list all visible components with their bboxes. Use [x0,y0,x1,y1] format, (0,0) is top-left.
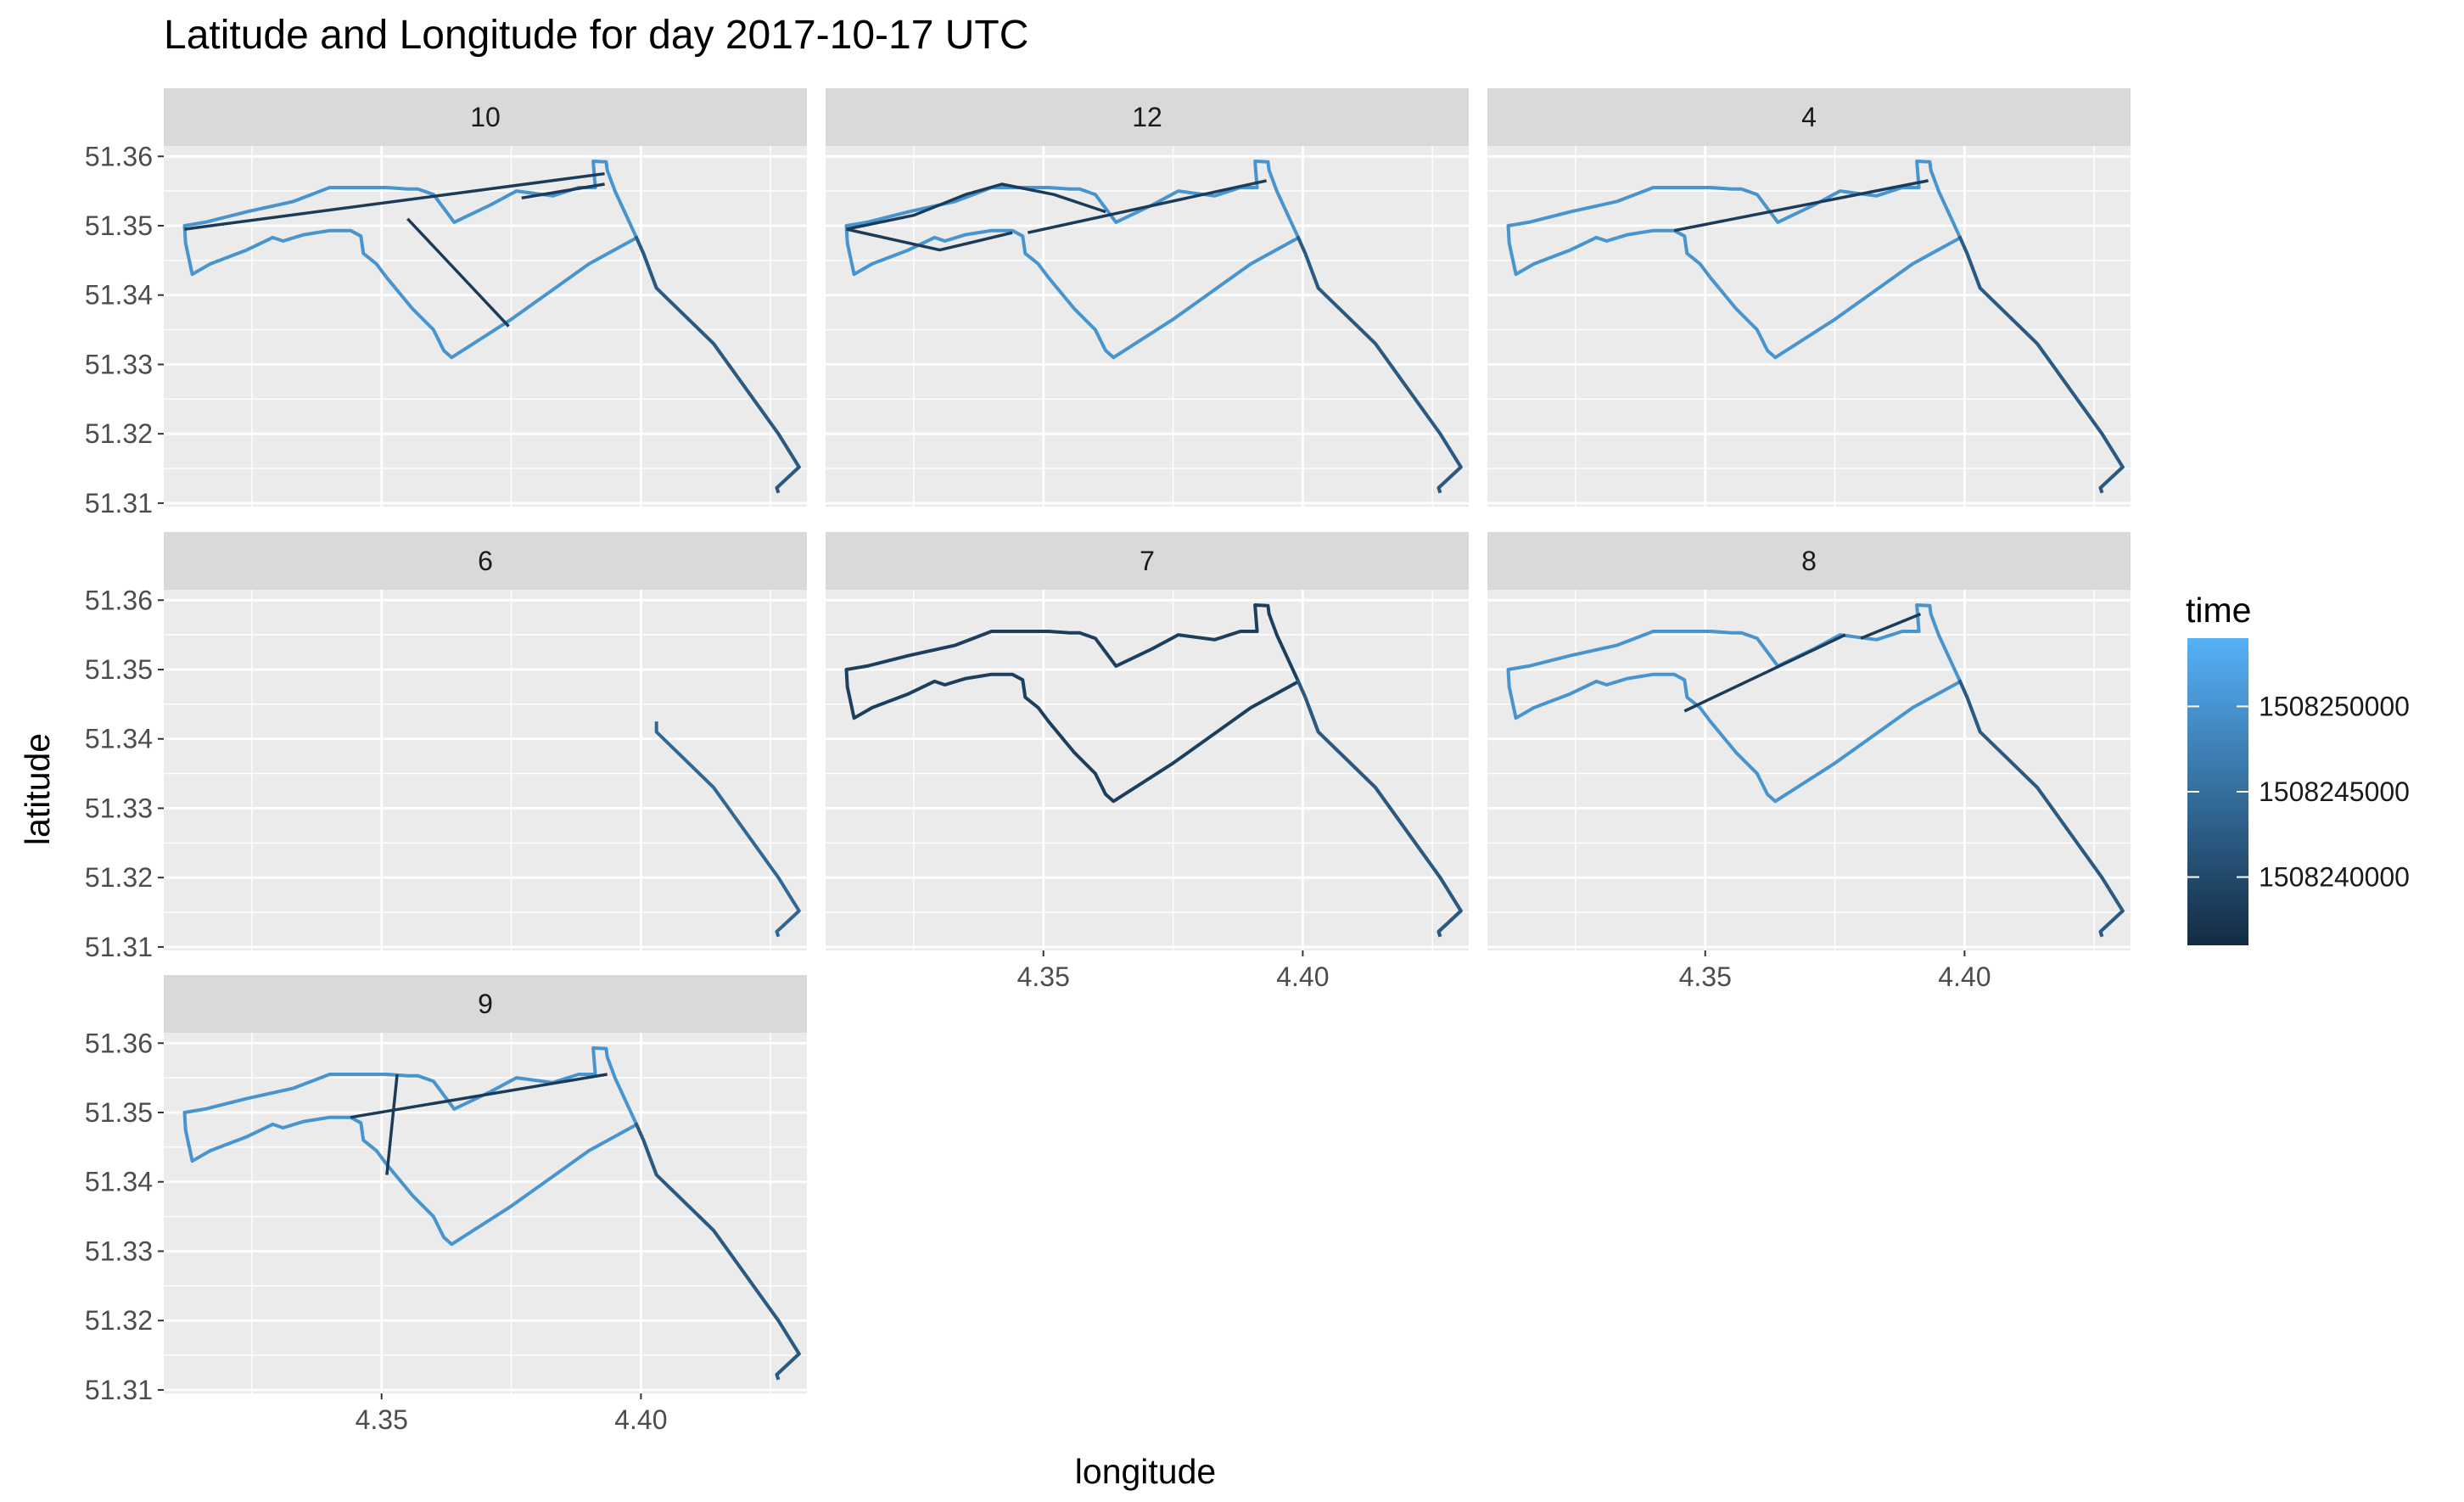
facet-strip [164,975,807,1033]
x-tick-label: 4.35 [356,1404,408,1435]
facet-strip-label: 4 [1801,102,1817,132]
x-tick-label: 4.40 [1276,961,1329,992]
route-line [844,160,1463,494]
y-tick-label: 51.33 [85,793,153,823]
x-tick-label: 4.40 [614,1404,667,1435]
y-tick-label: 51.31 [85,1375,153,1405]
facet-strip [826,532,1469,590]
panel-background [826,590,1469,950]
facet-strip-label: 8 [1801,546,1817,576]
y-tick-label: 51.32 [85,862,153,893]
legend-label: 1508240000 [2259,862,2410,893]
route-line [182,1046,801,1381]
route-line [844,603,1463,938]
route-line [1506,160,2125,494]
facet-strip [826,88,1469,146]
y-tick-label: 51.31 [85,488,153,518]
route-line-early [1296,679,1463,938]
facet-panel-4: 4 [1487,88,2131,507]
x-axis-title: longitude [1075,1452,1216,1491]
x-tick-label: 4.35 [1017,961,1070,992]
panel-background [826,146,1469,507]
route-segment [846,227,1013,252]
x-tick-label: 4.35 [1679,961,1732,992]
route-line [1506,603,2125,938]
facet-panel-12: 12 [826,88,1469,507]
facet-strip [1487,88,2131,146]
panel-background [164,590,807,950]
route-segment [1860,612,1922,640]
legend-label: 1508250000 [2259,691,2410,721]
facet-strip [164,88,807,146]
facet-strip-label: 7 [1140,546,1155,576]
legend-ticks: 1508240000 1508245000 1508250000 [2187,691,2410,893]
route-segment [1683,633,1846,713]
facet-panels: 10 51.31 51.32 51.33 51.34 51.35 51.36 12 4 6 51.3… [85,88,2131,1435]
facet-strip-label: 12 [1132,102,1162,132]
route-line-early [634,1122,801,1381]
panel-background [164,146,807,507]
y-tick-label: 51.35 [85,654,153,685]
facet-panel-8: 8 4.35 4.40 [1487,532,2131,992]
facet-strip [164,532,807,590]
route-segment [521,182,605,200]
panel-background [164,1033,807,1393]
facet-panel-10: 10 51.31 51.32 51.33 51.34 51.35 51.36 [85,88,807,518]
route-segment [1673,179,1929,233]
color-legend: time 1508240000 1508245000 1508250000 [2186,591,2410,945]
y-tick-label: 51.34 [85,724,153,754]
y-tick-label: 51.36 [85,1028,153,1058]
y-tick-label: 51.33 [85,1236,153,1266]
y-tick-label: 51.34 [85,280,153,311]
facet-strip-label: 6 [478,546,493,576]
y-axis-title: latitude [18,733,57,845]
y-tick-label: 51.34 [85,1167,153,1197]
route-segment [1028,179,1267,234]
y-tick-label: 51.33 [85,349,153,379]
route-segment [406,217,510,328]
route-line-early [1296,235,1463,494]
route-segment [385,1073,399,1175]
facet-panel-6: 6 51.31 51.32 51.33 51.34 51.35 51.36 [85,532,807,962]
facet-panel-9: 9 51.31 51.32 51.33 51.34 51.35 51.36 4.35 4.40 [85,975,807,1435]
y-tick-label: 51.35 [85,210,153,241]
y-tick-label: 51.32 [85,1305,153,1336]
legend-label: 1508245000 [2259,776,2410,807]
facet-strip [1487,532,2131,590]
y-tick-label: 51.35 [85,1097,153,1128]
route-line [654,721,801,938]
x-tick-label: 4.40 [1938,961,1991,992]
y-tick-label: 51.36 [85,585,153,615]
y-tick-label: 51.36 [85,141,153,171]
route-line-early [634,235,801,494]
facet-strip-label: 9 [478,989,493,1019]
facet-strip-label: 10 [470,102,501,132]
route-line-early [1957,679,2125,938]
y-tick-label: 51.32 [85,418,153,449]
route-line [182,160,801,494]
route-segment [846,182,1106,231]
chart-title: Latitude and Longitude for day 2017-10-1… [164,13,1028,58]
legend-title: time [2186,591,2251,630]
route-line-early [1957,235,2125,494]
panel-background [1487,146,2131,507]
y-tick-label: 51.31 [85,932,153,962]
facet-panel-7: 7 4.35 4.40 [826,532,1469,992]
route-segment [184,171,605,231]
panel-background [1487,590,2131,950]
